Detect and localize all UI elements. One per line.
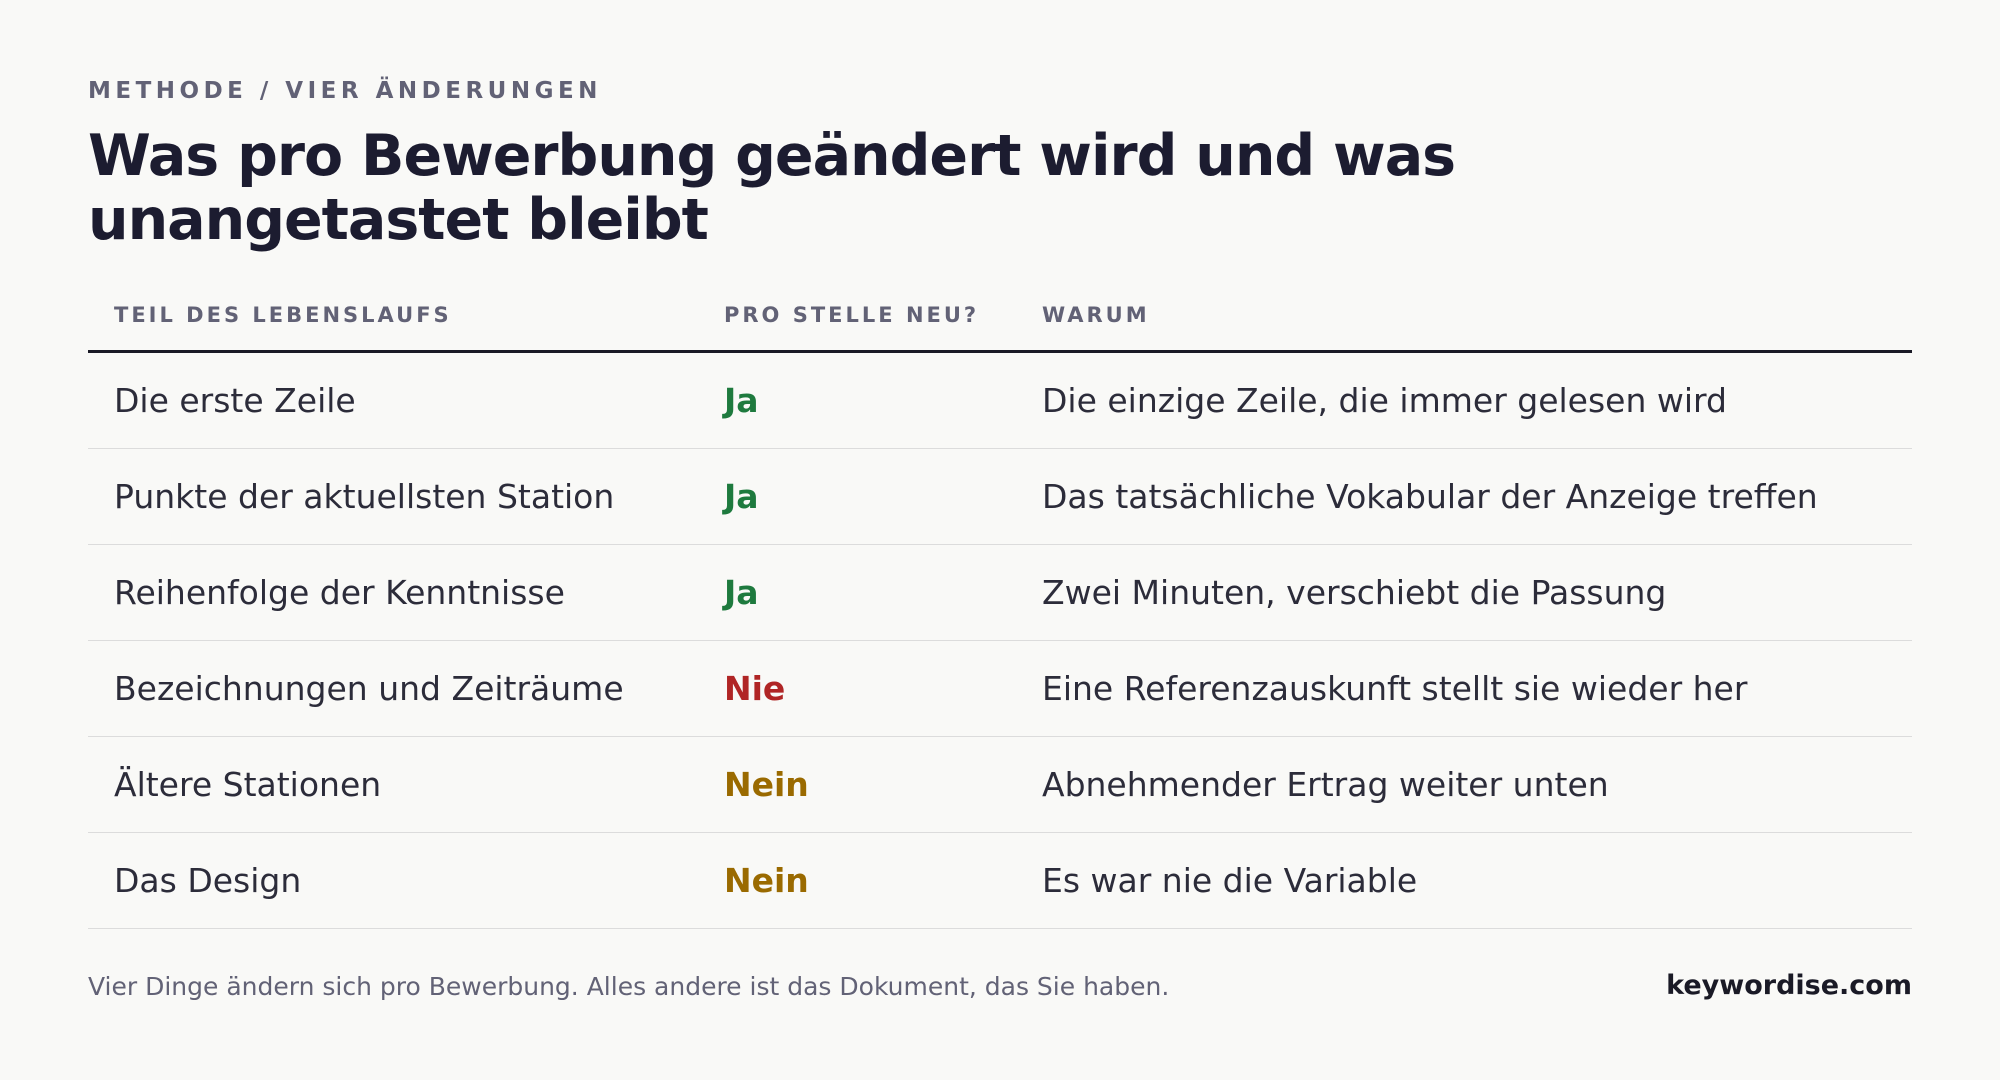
table-row: Die erste Zeile Ja Die einzige Zeile, di… [88,351,1912,449]
footer-note: Vier Dinge ändern sich pro Bewerbung. Al… [88,972,1170,1001]
row-part: Ältere Stationen [88,736,698,833]
row-part: Die erste Zeile [88,351,698,449]
row-part: Reihenfolge der Kenntnisse [88,544,698,641]
table-row: Punkte der aktuellsten Station Ja Das ta… [88,448,1912,545]
row-reason: Zwei Minuten, verschiebt die Passung [1016,544,1912,641]
table-row: Das Design Nein Es war nie die Variable [88,832,1912,929]
row-status: Ja [698,351,1016,449]
brand-logo-text: keywordise.com [1666,970,1912,1001]
row-status: Nein [698,832,1016,929]
row-status: Ja [698,544,1016,641]
header-reason: WARUM [1016,280,1912,353]
row-reason: Abnehmender Ertrag weiter unten [1016,736,1912,833]
row-part: Das Design [88,832,698,929]
table-row: Bezeichnungen und Zeiträume Nie Eine Ref… [88,640,1912,737]
table-row: Reihenfolge der Kenntnisse Ja Zwei Minut… [88,544,1912,641]
eyebrow: METHODE / VIER ÄNDERUNGEN [88,78,602,104]
row-reason: Das tatsächliche Vokabular der Anzeige t… [1016,448,1912,545]
comparison-table: TEIL DES LEBENSLAUFS PRO STELLE NEU? WAR… [88,280,1912,929]
header-part: TEIL DES LEBENSLAUFS [88,280,698,353]
row-status: Ja [698,448,1016,545]
table-row: Ältere Stationen Nein Abnehmender Ertrag… [88,736,1912,833]
page-title: Was pro Bewerbung geändert wird und was … [88,123,1456,253]
row-status: Nie [698,640,1016,737]
row-reason: Es war nie die Variable [1016,832,1912,929]
row-status: Nein [698,736,1016,833]
row-part: Punkte der aktuellsten Station [88,448,698,545]
header-status: PRO STELLE NEU? [698,280,1016,353]
row-reason: Die einzige Zeile, die immer gelesen wir… [1016,351,1912,449]
row-part: Bezeichnungen und Zeiträume [88,640,698,737]
table-header-row: TEIL DES LEBENSLAUFS PRO STELLE NEU? WAR… [88,280,1912,353]
row-reason: Eine Referenzauskunft stellt sie wieder … [1016,640,1912,737]
